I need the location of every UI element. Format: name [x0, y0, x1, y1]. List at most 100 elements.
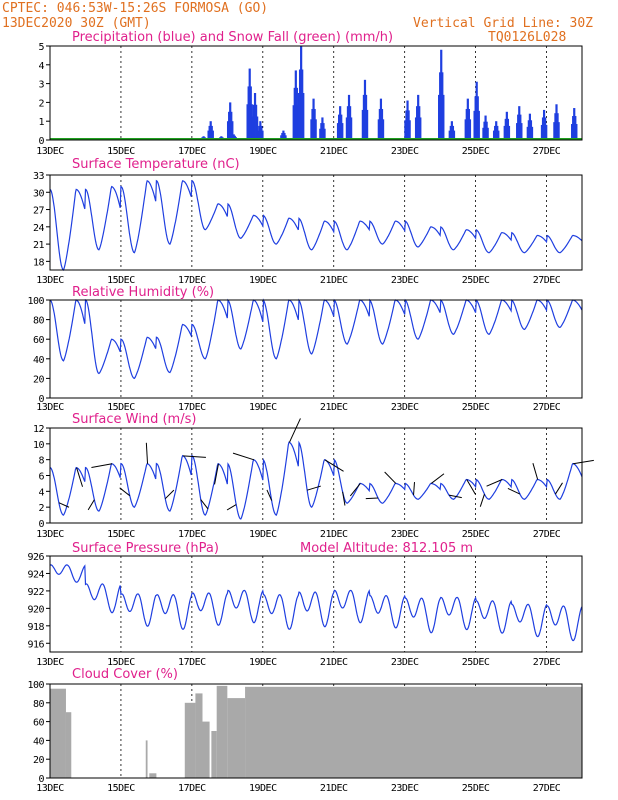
x-tick-label: 27DEC — [533, 146, 561, 157]
y-tick-label: 24 — [33, 223, 45, 234]
x-tick-label: 25DEC — [462, 402, 490, 413]
panel-wind: 13DEC 15DEC 17DEC 19DEC 21DEC 23DEC 25DEC 27DEC… — [33, 412, 594, 540]
precip-bar — [302, 93, 305, 140]
panel-title: Surface Temperature (nC) — [72, 157, 240, 172]
panel-title: Cloud Cover (%) — [72, 667, 178, 682]
panel-frame — [49, 683, 583, 779]
pressure-line — [49, 564, 583, 642]
x-tick-label: 13DEC — [36, 146, 64, 157]
precip-bar — [284, 135, 287, 140]
wind-arrow — [384, 471, 397, 484]
wind-arrow — [532, 463, 539, 480]
x-tick-label: 25DEC — [462, 783, 490, 794]
precip-bar — [497, 130, 500, 140]
x-tick-label: 19DEC — [249, 529, 277, 540]
y-tick-label: 80 — [33, 699, 45, 710]
y-tick-label: 6 — [38, 472, 44, 483]
x-tick-label: 17DEC — [178, 783, 206, 794]
precip-bar — [545, 124, 548, 140]
wind-arrow — [164, 489, 175, 500]
precip-bar — [452, 130, 456, 140]
y-tick-label: 918 — [27, 622, 44, 633]
y-tick-label: 60 — [33, 335, 45, 346]
header-grid-note: Vertical Grid Line: 30Z — [413, 16, 593, 31]
wind-arrow — [342, 491, 346, 506]
wind-arrow — [145, 442, 149, 464]
precip-bar — [381, 119, 385, 140]
wind-arrow — [232, 452, 255, 461]
y-tick-label: 5 — [38, 42, 44, 53]
cloud-segment — [184, 702, 196, 778]
panel-title: Surface Pressure (hPa) — [72, 541, 219, 556]
y-tick-label: 2 — [38, 98, 44, 109]
y-tick-label: 4 — [38, 61, 44, 72]
y-tick-label: 20 — [33, 374, 45, 385]
wind-arrow — [430, 473, 445, 484]
x-tick-label: 17DEC — [178, 275, 206, 286]
precip-bar — [486, 127, 489, 140]
panel-title: Surface Wind (m/s) — [72, 412, 196, 427]
wind-arrow — [288, 418, 301, 443]
y-tick-label: 30 — [33, 188, 45, 199]
cloud-segment — [245, 686, 583, 778]
x-tick-label: 15DEC — [107, 529, 135, 540]
x-tick-label: 21DEC — [320, 529, 348, 540]
y-tick-label: 20 — [33, 755, 45, 766]
y-tick-label: 18 — [33, 257, 45, 268]
precip-bar — [419, 117, 422, 140]
y-tick-label: 21 — [33, 240, 45, 251]
wind-arrow — [413, 482, 415, 496]
y-tick-label: 40 — [33, 736, 45, 747]
y-tick-label: 1 — [38, 117, 44, 128]
wind-arrow — [365, 497, 379, 500]
cloud-segment — [211, 731, 217, 778]
x-tick-label: 23DEC — [391, 402, 419, 413]
cloud-segment — [202, 721, 210, 778]
y-tick-label: 40 — [33, 355, 45, 366]
x-tick-label: 21DEC — [320, 783, 348, 794]
panel-title: Relative Humidity (%) — [72, 285, 214, 300]
x-tick-label: 21DEC — [320, 657, 348, 668]
wind-arrow — [91, 463, 113, 468]
wind-arrow — [182, 455, 206, 458]
y-tick-label: 27 — [33, 206, 45, 217]
x-tick-label: 25DEC — [462, 275, 490, 286]
cloud-segment — [216, 685, 228, 778]
wind-arrow — [214, 463, 219, 485]
cloud-segment — [149, 773, 157, 778]
panels: 13DEC 15DEC 17DEC 19DEC 21DEC 23DEC 25DEC 27DEC… — [27, 30, 594, 794]
cloud-segment — [195, 693, 203, 778]
y-tick-label: 0 — [38, 774, 44, 785]
precip-bar — [530, 126, 534, 140]
wind-arrow — [200, 499, 209, 510]
x-tick-label: 15DEC — [107, 146, 135, 157]
y-tick-label: 60 — [33, 718, 45, 729]
y-tick-label: 33 — [33, 171, 45, 182]
precip-bar — [341, 123, 344, 140]
panel-cloud: 13DEC 15DEC 17DEC 19DEC 21DEC 23DEC 25DEC 27DEC… — [27, 667, 583, 794]
cloud-segment — [227, 698, 246, 778]
x-tick-label: 21DEC — [320, 402, 348, 413]
wind-arrow — [324, 459, 344, 472]
panel-frame — [49, 174, 583, 271]
panel-frame — [49, 555, 583, 653]
x-tick-label: 27DEC — [533, 529, 561, 540]
precip-bar — [408, 120, 411, 140]
x-tick-label: 23DEC — [391, 529, 419, 540]
wind-arrow — [119, 487, 131, 497]
x-tick-label: 17DEC — [178, 146, 206, 157]
header-date: 13DEC2020 30Z (GMT) — [2, 16, 151, 31]
panel-pressure: 13DEC 15DEC 17DEC 19DEC 21DEC 23DEC 25DEC 27DEC… — [27, 541, 583, 668]
precip-bar — [256, 116, 259, 140]
x-tick-label: 19DEC — [249, 657, 277, 668]
precip-bar — [442, 94, 445, 140]
panel-precip: 13DEC 15DEC 17DEC 19DEC 21DEC 23DEC 25DEC 27DEC… — [36, 30, 583, 157]
x-tick-label: 17DEC — [178, 657, 206, 668]
wind-arrow — [554, 482, 563, 495]
x-tick-label: 23DEC — [391, 146, 419, 157]
x-tick-label: 25DEC — [462, 657, 490, 668]
x-tick-label: 17DEC — [178, 402, 206, 413]
cloud-segment — [65, 712, 72, 778]
precip-bar — [468, 119, 472, 140]
